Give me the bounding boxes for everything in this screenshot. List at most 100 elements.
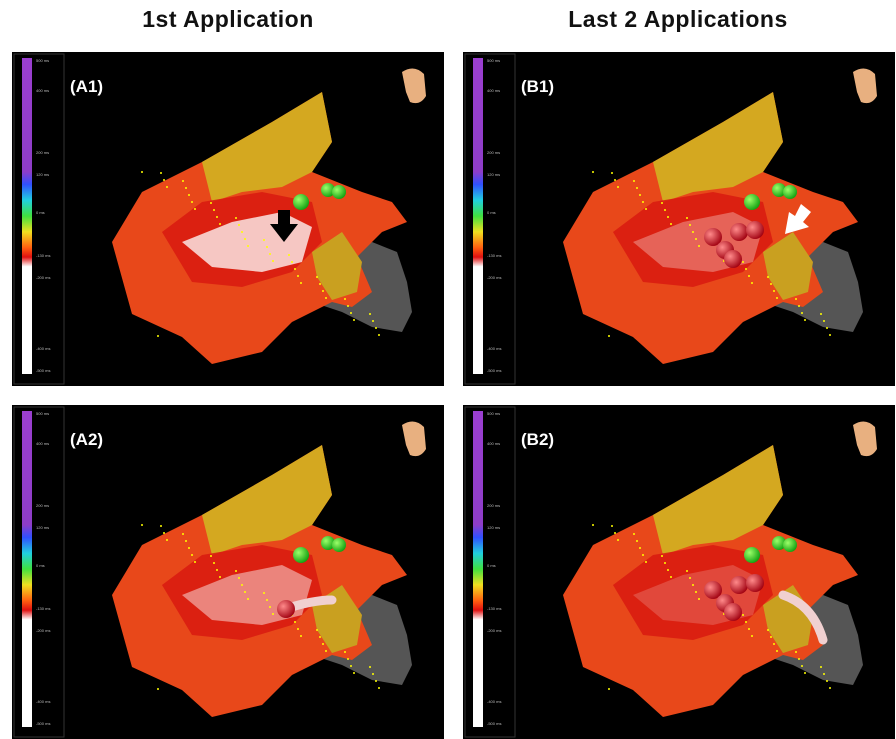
point xyxy=(686,570,688,572)
point xyxy=(614,532,616,534)
green-sphere xyxy=(332,185,346,199)
scale-label: 120 ms xyxy=(487,172,500,177)
point xyxy=(141,171,143,173)
point xyxy=(795,651,797,653)
point xyxy=(795,298,797,300)
column-title: Last 2 Applications xyxy=(458,6,896,33)
scale-frame xyxy=(14,407,64,737)
point xyxy=(633,533,635,535)
point xyxy=(820,666,822,668)
point xyxy=(611,525,613,527)
scale-label: 200 ms xyxy=(487,503,500,508)
point xyxy=(698,598,700,600)
point xyxy=(770,283,772,285)
scale-label: 400 ms xyxy=(487,441,500,446)
point xyxy=(745,621,747,623)
point xyxy=(291,261,293,263)
point xyxy=(194,208,196,210)
point xyxy=(238,224,240,226)
scale-label: 120 ms xyxy=(36,525,49,530)
point xyxy=(163,179,165,181)
point xyxy=(642,201,644,203)
scale-label: 120 ms xyxy=(487,525,500,530)
scale-label: 0 ms xyxy=(487,210,496,215)
scale-label: -200 ms xyxy=(487,628,501,633)
point xyxy=(266,599,268,601)
point xyxy=(661,202,663,204)
head-icon xyxy=(402,68,426,103)
point xyxy=(742,261,744,263)
point xyxy=(636,540,638,542)
point xyxy=(238,577,240,579)
point xyxy=(325,650,327,652)
scale-label: -200 ms xyxy=(487,275,501,280)
point xyxy=(353,319,355,321)
point xyxy=(375,327,377,329)
scale-label: 500 ms xyxy=(36,58,49,63)
color-scale xyxy=(22,58,32,374)
point xyxy=(219,576,221,578)
point xyxy=(689,577,691,579)
scale-label: 200 ms xyxy=(487,150,500,155)
scale-label: 400 ms xyxy=(36,441,49,446)
scale-label: 200 ms xyxy=(36,150,49,155)
scale-label: 500 ms xyxy=(487,411,500,416)
green-sphere xyxy=(783,185,797,199)
column-title: 1st Application xyxy=(8,6,448,33)
point xyxy=(767,629,769,631)
scale-label: 400 ms xyxy=(487,88,500,93)
scale-label: -200 ms xyxy=(36,275,50,280)
point xyxy=(776,650,778,652)
point xyxy=(297,628,299,630)
point xyxy=(767,276,769,278)
point xyxy=(745,268,747,270)
color-scale xyxy=(473,58,483,374)
point xyxy=(378,687,380,689)
green-sphere xyxy=(293,194,309,210)
point xyxy=(645,208,647,210)
point xyxy=(188,194,190,196)
point xyxy=(748,628,750,630)
point xyxy=(344,298,346,300)
point xyxy=(823,673,825,675)
scale-frame xyxy=(465,407,515,737)
point xyxy=(804,319,806,321)
scale-label: -500 ms xyxy=(487,721,501,726)
point xyxy=(210,202,212,204)
point xyxy=(692,584,694,586)
point xyxy=(608,335,610,337)
point xyxy=(689,224,691,226)
panel-label: (A2) xyxy=(70,430,103,449)
scale-label: -500 ms xyxy=(487,368,501,373)
point xyxy=(216,216,218,218)
point xyxy=(244,238,246,240)
point xyxy=(820,313,822,315)
point xyxy=(157,335,159,337)
map-panel: 500 ms400 ms200 ms120 ms0 ms-130 ms-200 … xyxy=(12,405,444,739)
scale-frame xyxy=(465,54,515,384)
point xyxy=(269,253,271,255)
point xyxy=(645,561,647,563)
point xyxy=(670,576,672,578)
point xyxy=(773,643,775,645)
panel-label: (A1) xyxy=(70,77,103,96)
ablation-sphere xyxy=(724,603,742,621)
point xyxy=(633,180,635,182)
point xyxy=(798,658,800,660)
scale-label: 120 ms xyxy=(36,172,49,177)
point xyxy=(300,282,302,284)
point xyxy=(614,179,616,181)
point xyxy=(642,554,644,556)
point xyxy=(266,246,268,248)
ablation-sphere xyxy=(724,250,742,268)
point xyxy=(182,533,184,535)
point xyxy=(661,555,663,557)
green-sphere xyxy=(744,547,760,563)
point xyxy=(611,172,613,174)
point xyxy=(160,525,162,527)
point xyxy=(798,305,800,307)
point xyxy=(829,687,831,689)
point xyxy=(191,201,193,203)
